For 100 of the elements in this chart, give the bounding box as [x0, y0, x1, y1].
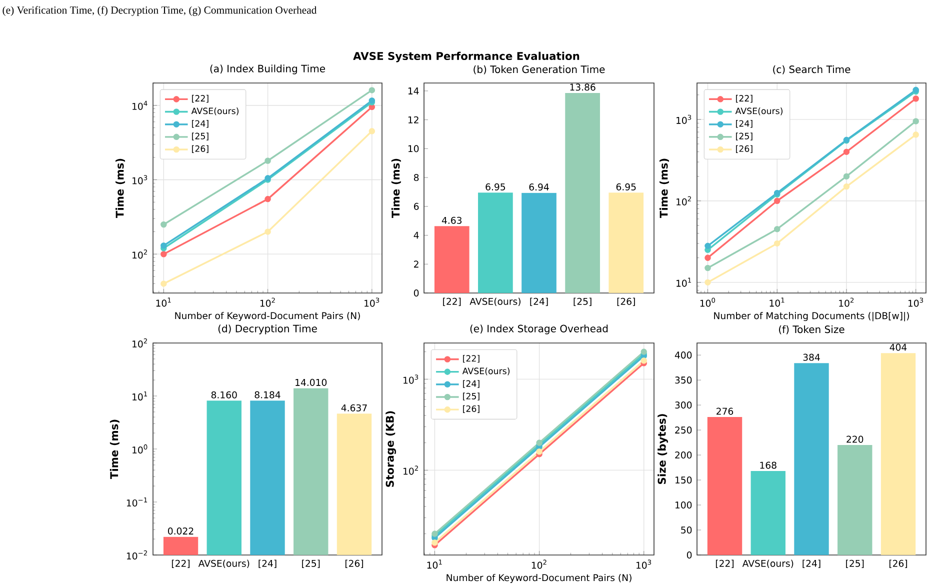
legend-label: [24]	[736, 120, 752, 128]
legend-label: [26]	[192, 145, 208, 153]
y-axis-title: Size (bytes)	[658, 414, 668, 484]
y-tick-label: 10$^{3}$	[132, 175, 148, 184]
legend-label: AVSE(ours)	[191, 107, 238, 116]
y-tick-label: 10$^{4}$	[132, 100, 148, 110]
data-label: 404	[890, 344, 907, 351]
x-tick-label: AVSE(ours)	[470, 298, 520, 306]
x-tick-label: 10$^{3}$	[364, 298, 380, 307]
y-tick-label: 50	[681, 526, 692, 534]
x-tick-label: [25]	[846, 560, 864, 568]
legend-label: AVSE(ours)	[462, 368, 510, 376]
y-tick-label: 2	[414, 260, 418, 268]
text: (e) Verification Time, (f) Decryption Time, (g) Communication Overhead	[2, 6, 317, 16]
x-tick-label: AVSE(ours)	[198, 560, 250, 568]
data-label: 0.022	[168, 528, 194, 535]
chart-title: (b) Token Generation Time	[474, 65, 605, 74]
x-tick-label: [22]	[716, 560, 734, 568]
y-axis-title: Time (ms)	[110, 420, 120, 480]
y-tick-label: 10$^{3}$	[676, 114, 692, 124]
x-tick-label: 10$^{2}$	[532, 560, 546, 569]
x-tick-label: 10$^{0}$	[700, 298, 716, 307]
data-label: 220	[846, 436, 864, 443]
y-tick-label: 10$^{1}$	[676, 278, 692, 287]
x-tick-label: [26]	[889, 560, 908, 568]
data-label: 8.160	[211, 391, 237, 398]
y-tick-label: 200	[675, 452, 692, 459]
x-tick-label: [25]	[574, 298, 592, 306]
chart-title: (d) Decryption Time	[218, 324, 317, 334]
x-tick-label: [25]	[302, 560, 320, 568]
y-tick-label: 10$^{−1}$	[126, 497, 148, 506]
y-axis-title: Time (ms)	[116, 158, 126, 218]
data-label: 6.95	[616, 183, 636, 190]
x-tick-label: [22]	[443, 298, 461, 306]
y-tick-label: 4	[414, 232, 419, 239]
y-tick-label: 10$^{2}$	[404, 466, 418, 475]
y-tick-label: 10$^{2}$	[132, 250, 147, 259]
y-tick-label: 10$^{1}$	[132, 391, 148, 400]
legend-label: [24]	[463, 380, 480, 388]
x-tick-label: [24]	[802, 560, 820, 568]
y-tick-label: 8	[414, 174, 419, 182]
x-tick-label: [22]	[172, 560, 190, 568]
y-axis-title: Storage (KB)	[386, 411, 396, 487]
y-tick-label: 350	[675, 376, 692, 384]
y-tick-label: 6	[414, 202, 419, 210]
x-axis-title: Number of Keyword-Document Pairs (N)	[446, 574, 632, 583]
x-tick-label: 10$^{2}$	[260, 298, 275, 307]
legend-label: [22]	[192, 94, 208, 103]
x-tick-label: 10$^{2}$	[839, 298, 854, 307]
chart-title: (e) Index Storage Overhead	[470, 324, 608, 334]
x-tick-label: 10$^{3}$	[908, 298, 924, 307]
y-tick-label: 250	[675, 426, 692, 434]
y-tick-label: 150	[676, 476, 692, 484]
data-label: 6.94	[529, 184, 549, 191]
y-tick-label: 14	[408, 88, 419, 94]
y-tick-label: 10$^{2}$	[676, 196, 691, 206]
legend-label: [25]	[192, 132, 208, 140]
data-label: 384	[803, 354, 820, 361]
chart-title: (c) Search Time	[773, 65, 850, 74]
legend-label: [26]	[463, 405, 480, 414]
y-tick-label: 10$^{2}$	[132, 338, 147, 348]
data-label: 4.63	[442, 216, 462, 224]
data-label: 4.637	[341, 404, 367, 412]
y-tick-label: 10$^{−2}$	[126, 550, 147, 560]
y-tick-label: 12	[408, 116, 418, 124]
legend-label: AVSE(ours)	[735, 107, 782, 116]
legend-label: [25]	[736, 132, 752, 140]
x-tick-label: 10$^{1}$	[156, 298, 171, 307]
data-label: 14.010	[296, 378, 327, 386]
x-tick-label: 10$^{1}$	[770, 298, 784, 307]
x-tick-label: AVSE(ours)	[742, 560, 794, 568]
legend-label: [24]	[192, 120, 208, 128]
chart-title: (f) Token Size	[779, 325, 844, 334]
y-tick-label: 10$^{0}$	[132, 444, 148, 454]
y-axis-title: Time (ms)	[660, 158, 670, 218]
y-tick-label: 0	[414, 289, 419, 297]
data-label: 168	[760, 462, 776, 469]
y-tick-label: 100	[676, 501, 692, 509]
y-tick-label: 0	[686, 551, 692, 559]
y-tick-label: 400	[674, 352, 692, 359]
x-tick-label: [26]	[617, 298, 635, 306]
x-tick-label: [26]	[345, 560, 364, 568]
y-tick-label: 10$^{3}$	[404, 374, 418, 384]
data-label: 6.95	[486, 183, 506, 190]
legend-label: [25]	[463, 392, 480, 400]
data-label: 8.184	[254, 391, 280, 398]
legend-label: [26]	[736, 145, 752, 153]
y-tick-label: 10	[408, 145, 419, 152]
x-tick-label: [24]	[258, 560, 276, 568]
x-tick-label: 10$^{3}$	[636, 560, 652, 569]
text: AVSE System Performance Evaluation	[353, 52, 580, 62]
x-axis-title: Number of Matching Documents (|DB[w]|)	[714, 312, 909, 322]
data-label: 276	[716, 408, 734, 415]
legend-label: [22]	[463, 354, 480, 363]
x-axis-title: Number of Keyword-Document Pairs (N)	[175, 312, 360, 321]
legend-label: [22]	[736, 94, 752, 103]
x-tick-label: [24]	[530, 298, 548, 306]
chart-title: (a) Index Building Time	[210, 64, 326, 74]
data-label: 13.86	[570, 84, 596, 91]
y-tick-label: 300	[675, 402, 692, 409]
